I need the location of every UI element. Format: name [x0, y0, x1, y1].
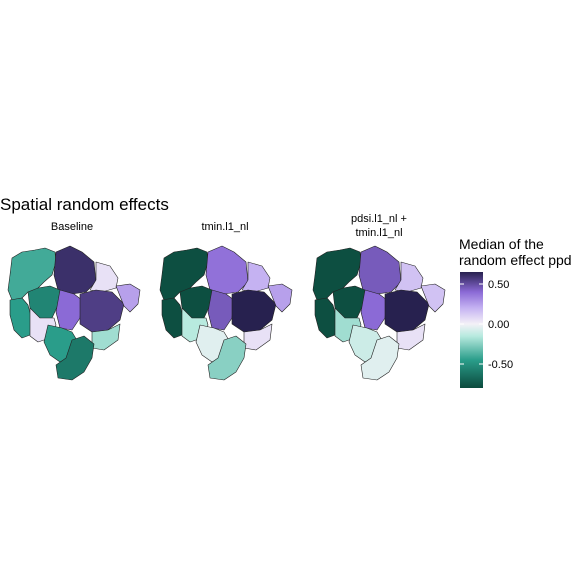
- map-panel-pdsi-tmin: [312, 245, 446, 381]
- region-pdsi-tmin-center_east: [384, 289, 430, 333]
- legend-ticks: 0.50 0.00 -0.50: [460, 279, 513, 371]
- region-pdsi-tmin-northwest: [312, 247, 362, 301]
- map-panel-baseline: [7, 245, 141, 381]
- legend-colorbar: [460, 272, 483, 388]
- panel-label-tmin: tmin.l1_nl: [201, 221, 248, 233]
- region-pdsi-tmin-center: [360, 289, 388, 331]
- region-pdsi-tmin-south: [360, 335, 400, 381]
- region-tmin-center: [207, 289, 235, 331]
- region-pdsi-tmin-northeast: [394, 261, 424, 293]
- region-tmin-center_east: [231, 289, 277, 333]
- region-tmin-northwest: [159, 247, 209, 301]
- region-pdsi-tmin-west: [314, 297, 338, 339]
- region-pdsi-tmin-north: [358, 245, 402, 295]
- region-baseline-west: [9, 297, 33, 339]
- region-baseline-north: [53, 245, 97, 295]
- panel-label-pdsi-line2: tmin.l1_nl: [355, 227, 402, 239]
- legend-tick-label: 0.00: [488, 319, 509, 331]
- map-panel-tmin: [159, 245, 293, 381]
- legend-title-line1: Median of the: [459, 236, 544, 252]
- region-tmin-south: [207, 335, 247, 381]
- legend-title-line2: random effect ppd: [459, 252, 572, 268]
- legend-tick-label: 0.50: [488, 279, 509, 291]
- region-tmin-north: [205, 245, 249, 295]
- region-pdsi-tmin-east: [420, 283, 446, 313]
- region-baseline-center_east: [79, 289, 125, 333]
- panel-label-baseline: Baseline: [51, 221, 93, 233]
- region-baseline-center: [55, 289, 83, 331]
- region-tmin-east: [267, 283, 293, 313]
- region-baseline-northeast: [89, 261, 119, 293]
- region-baseline-east: [115, 283, 141, 313]
- region-tmin-northeast: [241, 261, 271, 293]
- region-baseline-northwest: [7, 247, 57, 301]
- panel-label-pdsi-line1: pdsi.l1_nl +: [351, 213, 407, 225]
- legend-tick-label: -0.50: [488, 359, 513, 371]
- region-baseline-south: [55, 335, 95, 381]
- region-tmin-west: [161, 297, 185, 339]
- chart-title: Spatial random effects: [0, 195, 169, 214]
